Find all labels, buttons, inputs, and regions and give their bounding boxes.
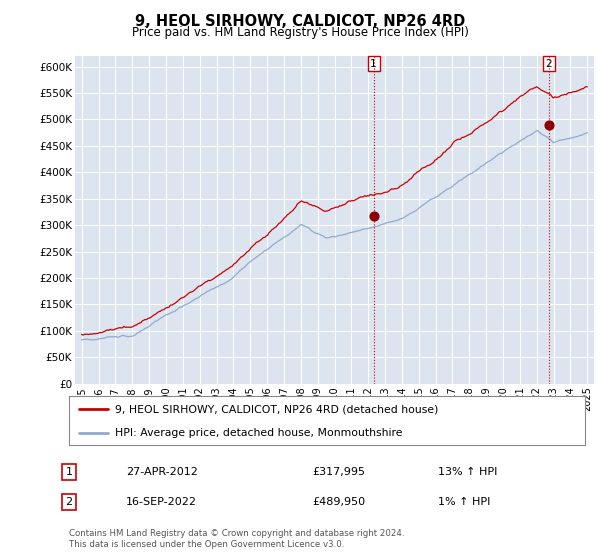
Text: 16-SEP-2022: 16-SEP-2022	[126, 497, 197, 507]
Text: 9, HEOL SIRHOWY, CALDICOT, NP26 4RD (detached house): 9, HEOL SIRHOWY, CALDICOT, NP26 4RD (det…	[115, 404, 439, 414]
Text: £317,995: £317,995	[312, 467, 365, 477]
Point	[369, 211, 379, 220]
Text: HPI: Average price, detached house, Monmouthshire: HPI: Average price, detached house, Monm…	[115, 428, 403, 438]
Text: 1% ↑ HPI: 1% ↑ HPI	[438, 497, 490, 507]
Text: 2: 2	[545, 59, 552, 69]
Text: 1: 1	[370, 59, 377, 69]
Text: 27-APR-2012: 27-APR-2012	[126, 467, 198, 477]
Text: Price paid vs. HM Land Registry's House Price Index (HPI): Price paid vs. HM Land Registry's House …	[131, 26, 469, 39]
Text: 13% ↑ HPI: 13% ↑ HPI	[438, 467, 497, 477]
Text: 1: 1	[65, 467, 73, 477]
Text: Contains HM Land Registry data © Crown copyright and database right 2024.
This d: Contains HM Land Registry data © Crown c…	[69, 529, 404, 549]
Point	[544, 120, 553, 129]
Text: £489,950: £489,950	[312, 497, 365, 507]
Text: 2: 2	[65, 497, 73, 507]
Text: 9, HEOL SIRHOWY, CALDICOT, NP26 4RD: 9, HEOL SIRHOWY, CALDICOT, NP26 4RD	[135, 14, 465, 29]
